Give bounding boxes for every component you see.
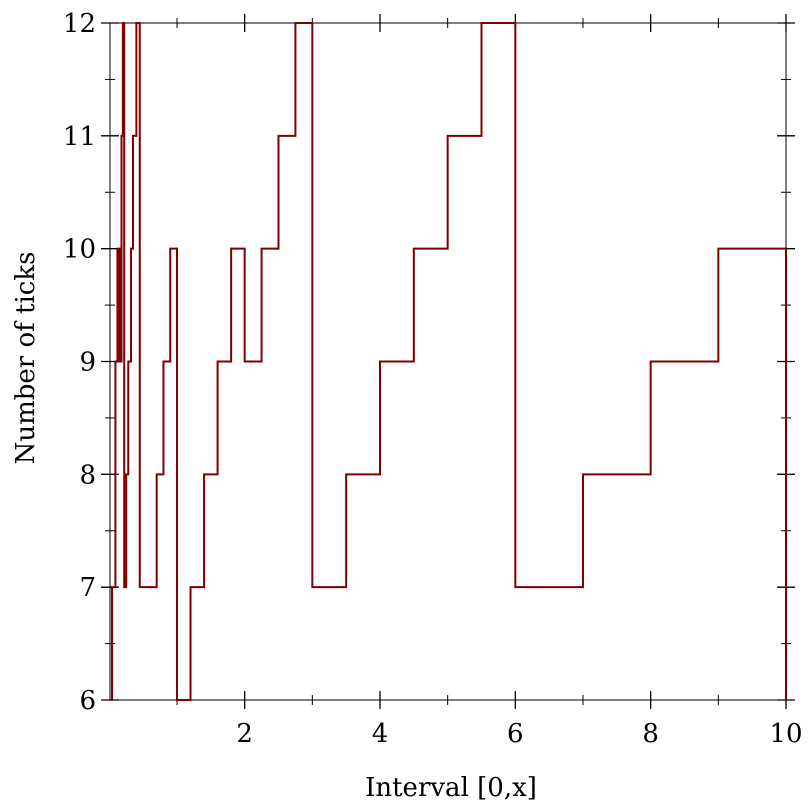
- x-tick-label: 2: [236, 719, 253, 749]
- y-tick-label: 10: [63, 235, 96, 265]
- y-tick-label: 6: [79, 686, 96, 716]
- x-axis-title: Interval [0,x]: [365, 773, 537, 803]
- y-tick-label: 9: [79, 348, 96, 378]
- y-tick-label: 11: [63, 122, 96, 152]
- x-tick-label: 10: [769, 719, 802, 749]
- y-tick-label: 8: [79, 460, 96, 490]
- x-tick-labels: 2 4 6 8 10: [236, 719, 802, 749]
- x-tick-label: 6: [507, 719, 524, 749]
- x-tick-label: 8: [642, 719, 659, 749]
- series-layer: [110, 22, 787, 701]
- series-line: [110, 22, 787, 701]
- y-tick-label: 7: [79, 573, 96, 603]
- y-tick-labels: 6 7 8 9 10 11 12: [63, 9, 96, 716]
- x-tick-label: 4: [372, 719, 389, 749]
- y-tick-label: 12: [63, 9, 96, 39]
- y-axis-title: Number of ticks: [11, 252, 41, 465]
